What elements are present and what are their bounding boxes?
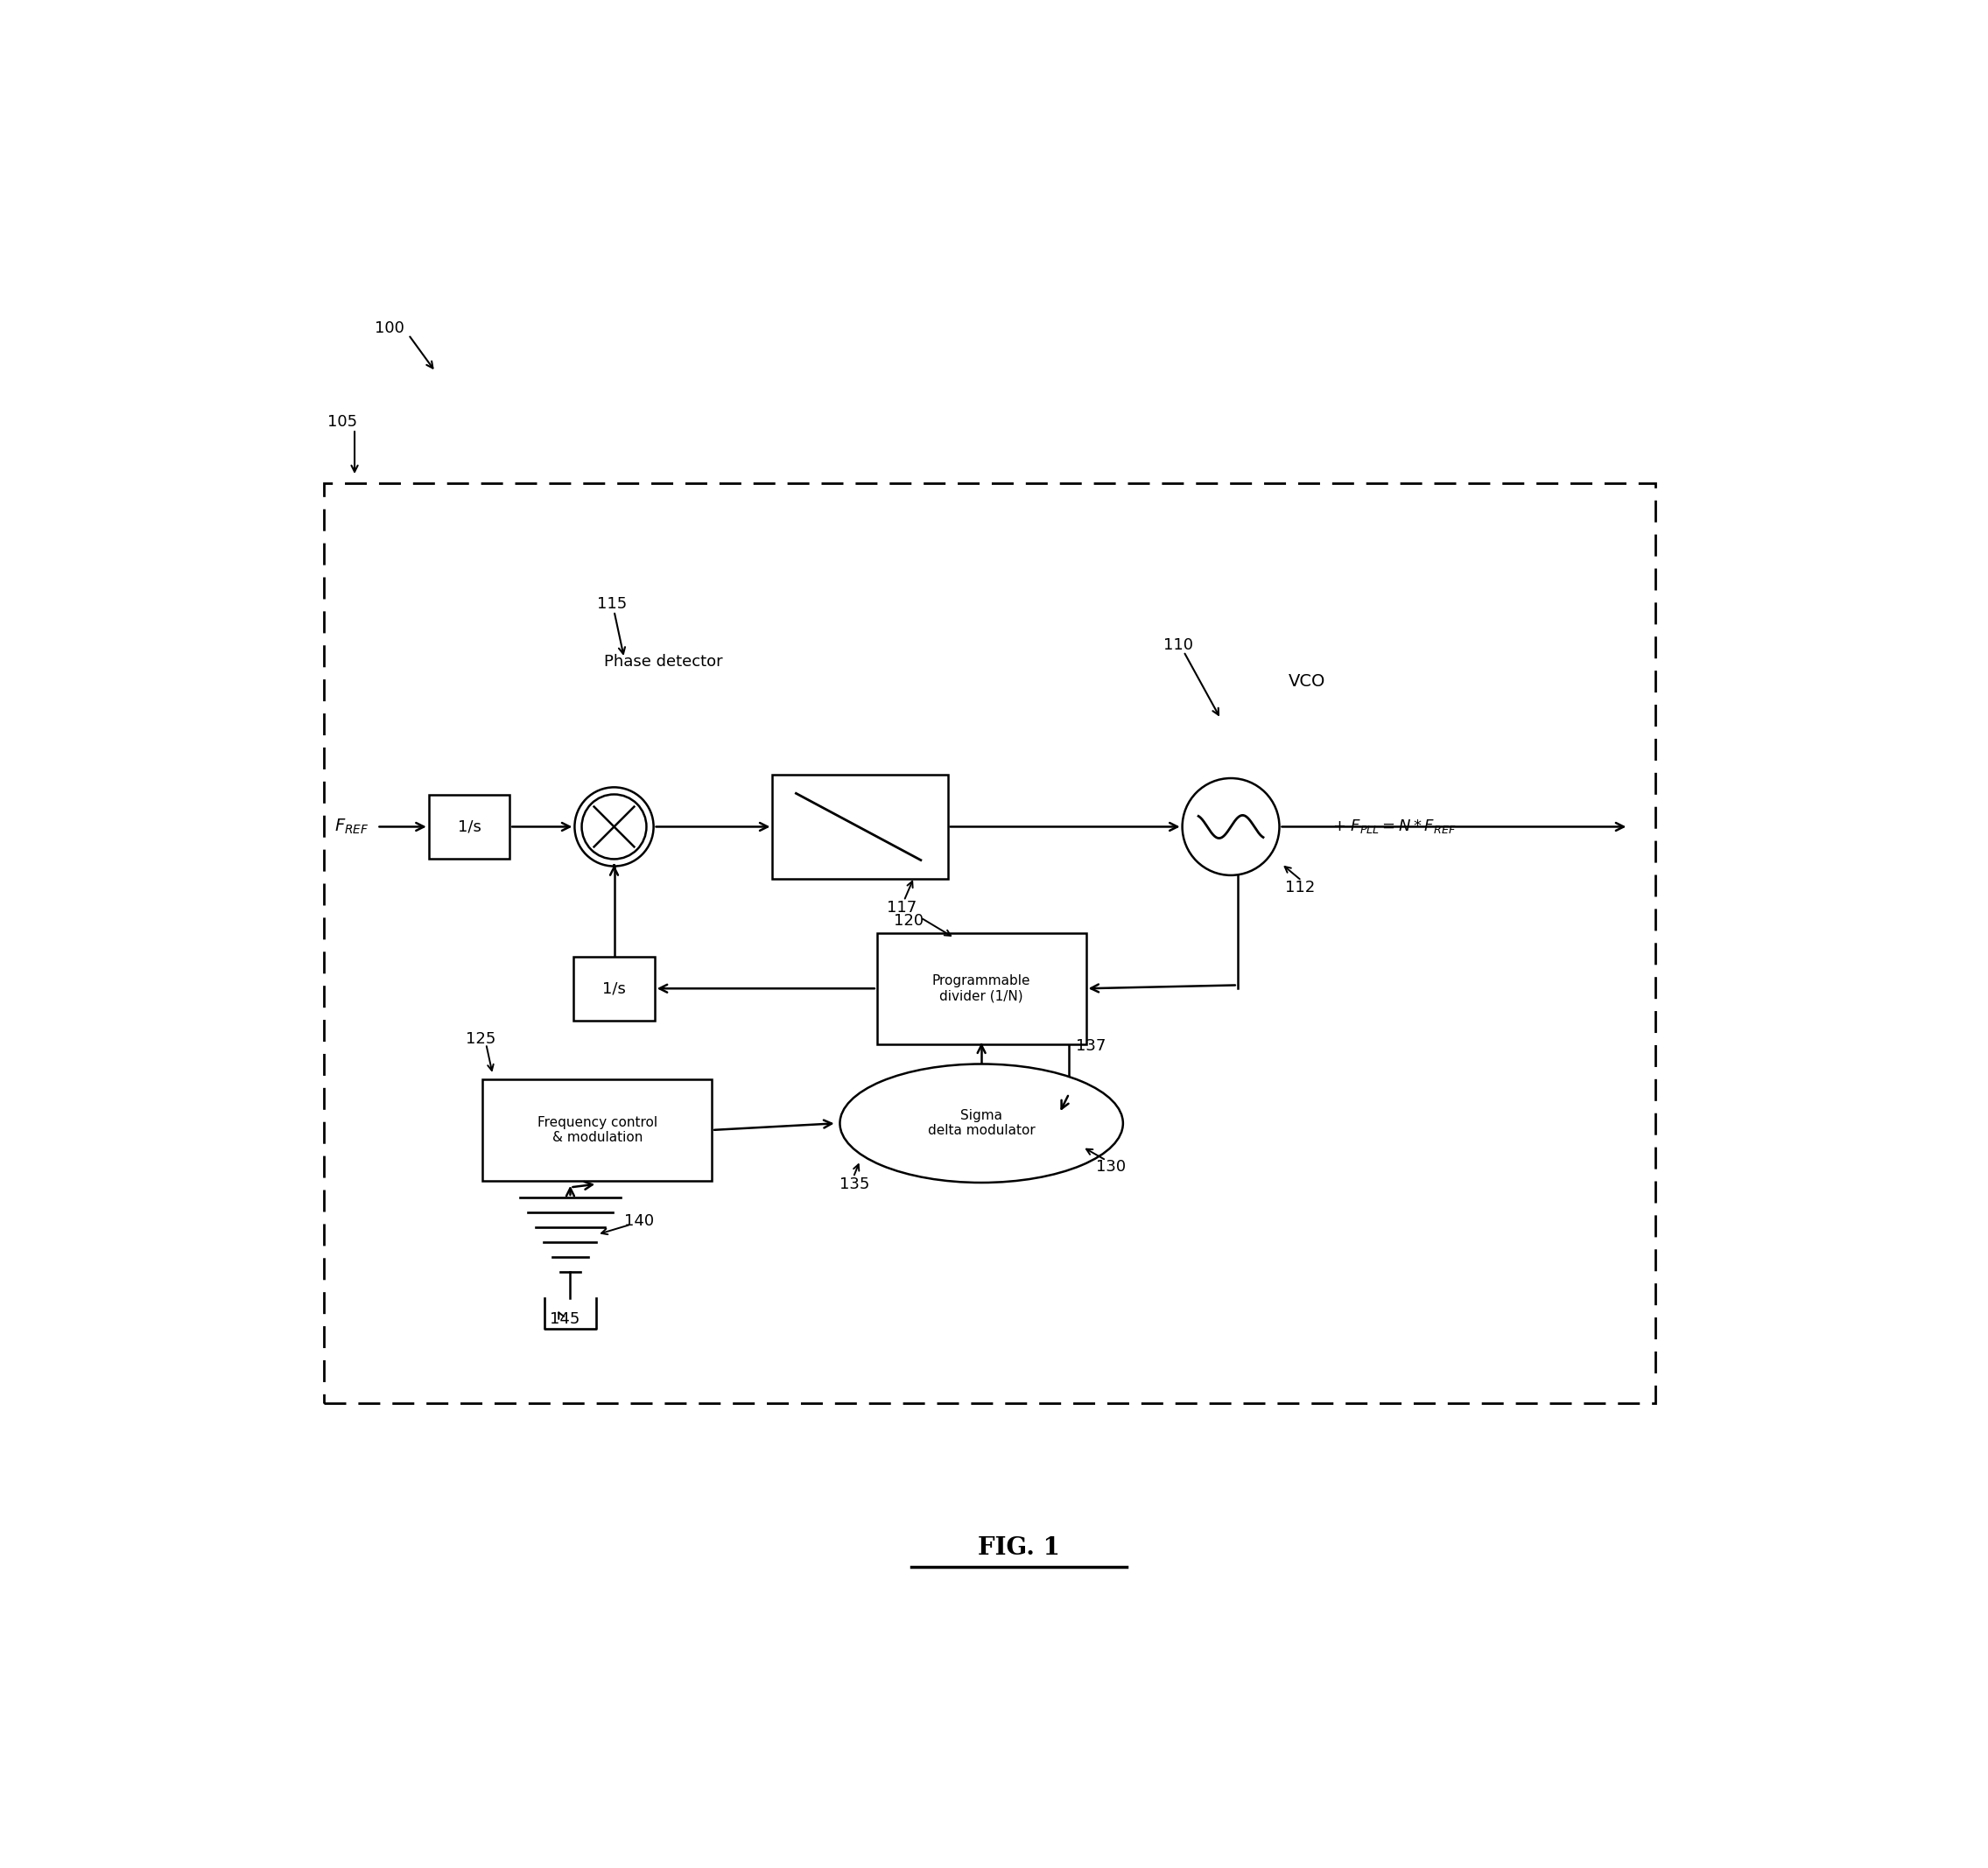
Text: 1/s: 1/s bbox=[457, 818, 481, 835]
Text: 120: 120 bbox=[895, 913, 924, 928]
Text: 1/s: 1/s bbox=[602, 981, 626, 996]
Text: 135: 135 bbox=[839, 1177, 871, 1192]
Text: Programmable
divider (1/N): Programmable divider (1/N) bbox=[932, 975, 1030, 1003]
Text: $+\ F_{PLL} = N*F_{REF}$: $+\ F_{PLL} = N*F_{REF}$ bbox=[1332, 818, 1455, 835]
Text: 100: 100 bbox=[376, 319, 404, 336]
Text: 137: 137 bbox=[1076, 1039, 1105, 1054]
Text: 140: 140 bbox=[624, 1212, 654, 1229]
Text: VCO: VCO bbox=[1288, 674, 1326, 689]
Text: 145: 145 bbox=[551, 1311, 580, 1326]
Text: Frequency control
& modulation: Frequency control & modulation bbox=[537, 1115, 658, 1145]
Text: 110: 110 bbox=[1163, 637, 1193, 652]
Text: FIG. 1: FIG. 1 bbox=[978, 1535, 1060, 1560]
Circle shape bbox=[582, 794, 646, 859]
Text: Sigma
delta modulator: Sigma delta modulator bbox=[928, 1110, 1036, 1138]
FancyBboxPatch shape bbox=[575, 956, 654, 1020]
Ellipse shape bbox=[839, 1065, 1123, 1182]
Text: $F_{REF}$: $F_{REF}$ bbox=[334, 818, 368, 837]
Text: 125: 125 bbox=[465, 1031, 495, 1046]
FancyBboxPatch shape bbox=[773, 775, 948, 880]
Text: 112: 112 bbox=[1284, 880, 1314, 895]
FancyBboxPatch shape bbox=[483, 1080, 712, 1181]
Text: 105: 105 bbox=[328, 415, 358, 430]
Text: Phase detector: Phase detector bbox=[604, 654, 724, 669]
Circle shape bbox=[1183, 779, 1280, 876]
Text: 130: 130 bbox=[1095, 1160, 1125, 1175]
Text: 117: 117 bbox=[887, 900, 916, 915]
Text: 115: 115 bbox=[596, 596, 628, 613]
FancyBboxPatch shape bbox=[429, 794, 509, 859]
FancyBboxPatch shape bbox=[877, 932, 1085, 1044]
